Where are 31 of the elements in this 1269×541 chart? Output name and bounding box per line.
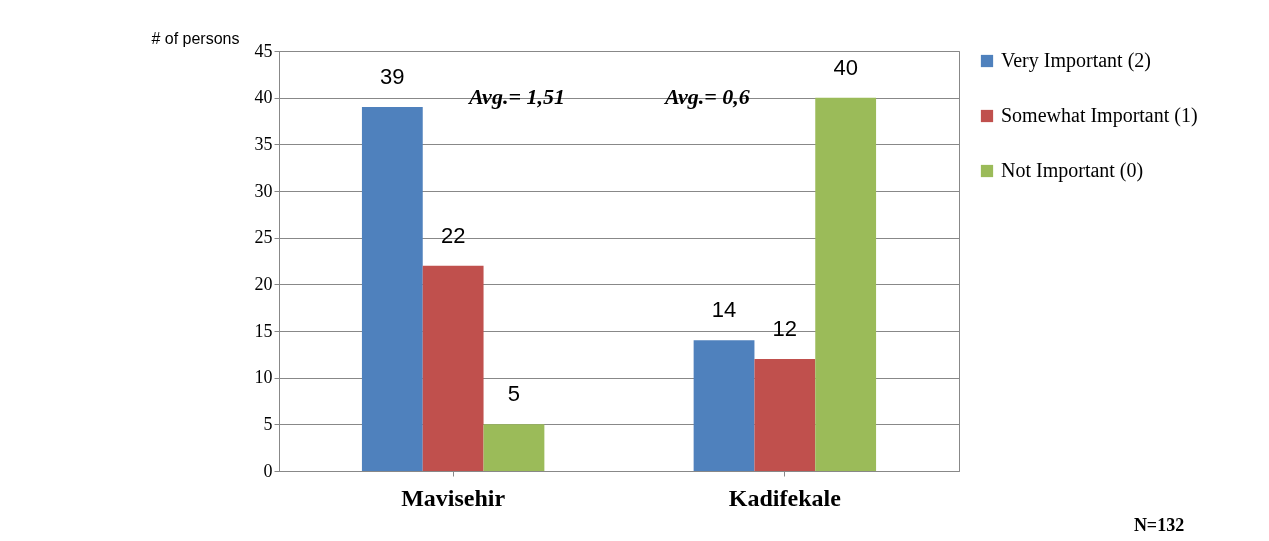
y-tick-label: 30	[254, 180, 273, 201]
data-label: 39	[380, 64, 405, 89]
data-label: 5	[507, 381, 521, 407]
bar	[754, 359, 816, 471]
data-label: 22	[440, 222, 466, 248]
y-axis-title: # of persons	[151, 29, 240, 47]
x-tick-label: Kadifekale	[728, 484, 842, 511]
text: N=132	[1133, 515, 1185, 535]
y-tick-label: 10	[254, 367, 273, 388]
y-tick-label: 35	[254, 133, 273, 154]
bar	[361, 107, 423, 471]
y-tick-label: 45	[254, 40, 273, 61]
bar	[422, 265, 484, 471]
data-label: 14	[711, 297, 737, 323]
legend-label: Somewhat Important (1)	[1001, 104, 1198, 127]
y-tick-label: 25	[254, 227, 273, 248]
data-label: 40	[833, 54, 858, 80]
bar	[693, 340, 755, 471]
legend-label: Very Important (2)	[1001, 49, 1151, 72]
y-tick-label: 40	[254, 87, 273, 108]
bar	[815, 97, 877, 471]
annotation: Avg.= 1,51	[467, 84, 565, 110]
y-tick-label: 0	[263, 460, 273, 481]
bar	[483, 424, 545, 471]
annotation: Avg.= 0,6	[662, 84, 750, 110]
y-tick-label: 5	[263, 413, 273, 434]
legend-label: Not Important (0)	[1001, 159, 1144, 182]
y-tick-label: 20	[254, 273, 273, 294]
x-tick-label: Mavisehir	[401, 484, 506, 511]
y-tick-label: 15	[254, 320, 273, 341]
data-label: 12	[772, 316, 798, 341]
